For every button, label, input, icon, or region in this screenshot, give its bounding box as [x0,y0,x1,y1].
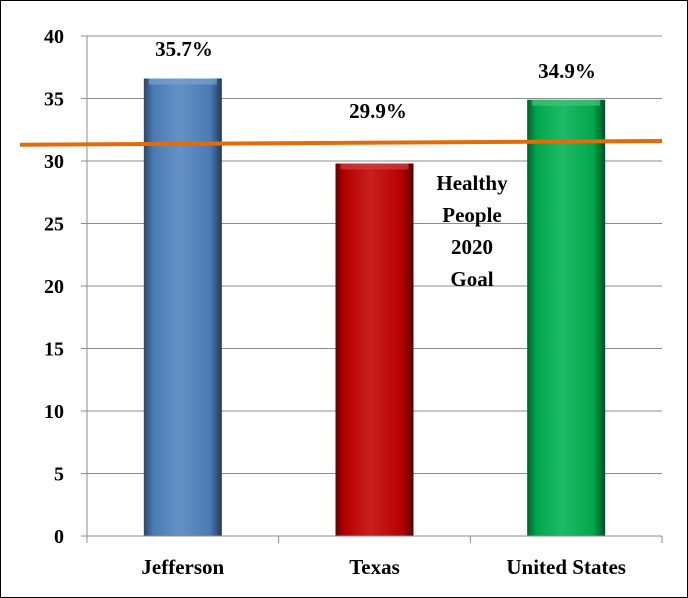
bar-texas [335,163,414,536]
category-label: Texas [349,555,400,579]
y-tick-label: 5 [54,464,64,486]
goal-label-line: People [442,203,501,227]
data-label: 34.9% [538,59,596,83]
bar-united-states [527,99,606,536]
data-label: 29.9% [349,99,407,123]
y-tick-label: 25 [44,214,64,236]
y-tick-label: 30 [44,151,64,173]
y-tick-label: 15 [44,339,64,361]
y-tick-label: 10 [44,401,64,423]
y-tick-label: 40 [44,26,64,48]
bar-top-highlight [340,163,409,170]
bar-jefferson [143,78,222,536]
goal-label-line: 2020 [451,235,493,259]
goal-label-line: Goal [450,267,493,291]
category-label: United States [506,555,626,579]
goal-line [19,139,663,147]
y-tick-label: 35 [44,89,64,111]
bar-top-highlight [532,99,601,106]
y-tick-label: 20 [44,276,64,298]
bar-top-highlight [148,78,217,85]
category-label: Jefferson [141,555,224,579]
data-label: 35.7% [155,37,213,61]
goal-label-line: Healthy [436,171,508,195]
y-tick-label: 0 [54,526,64,548]
